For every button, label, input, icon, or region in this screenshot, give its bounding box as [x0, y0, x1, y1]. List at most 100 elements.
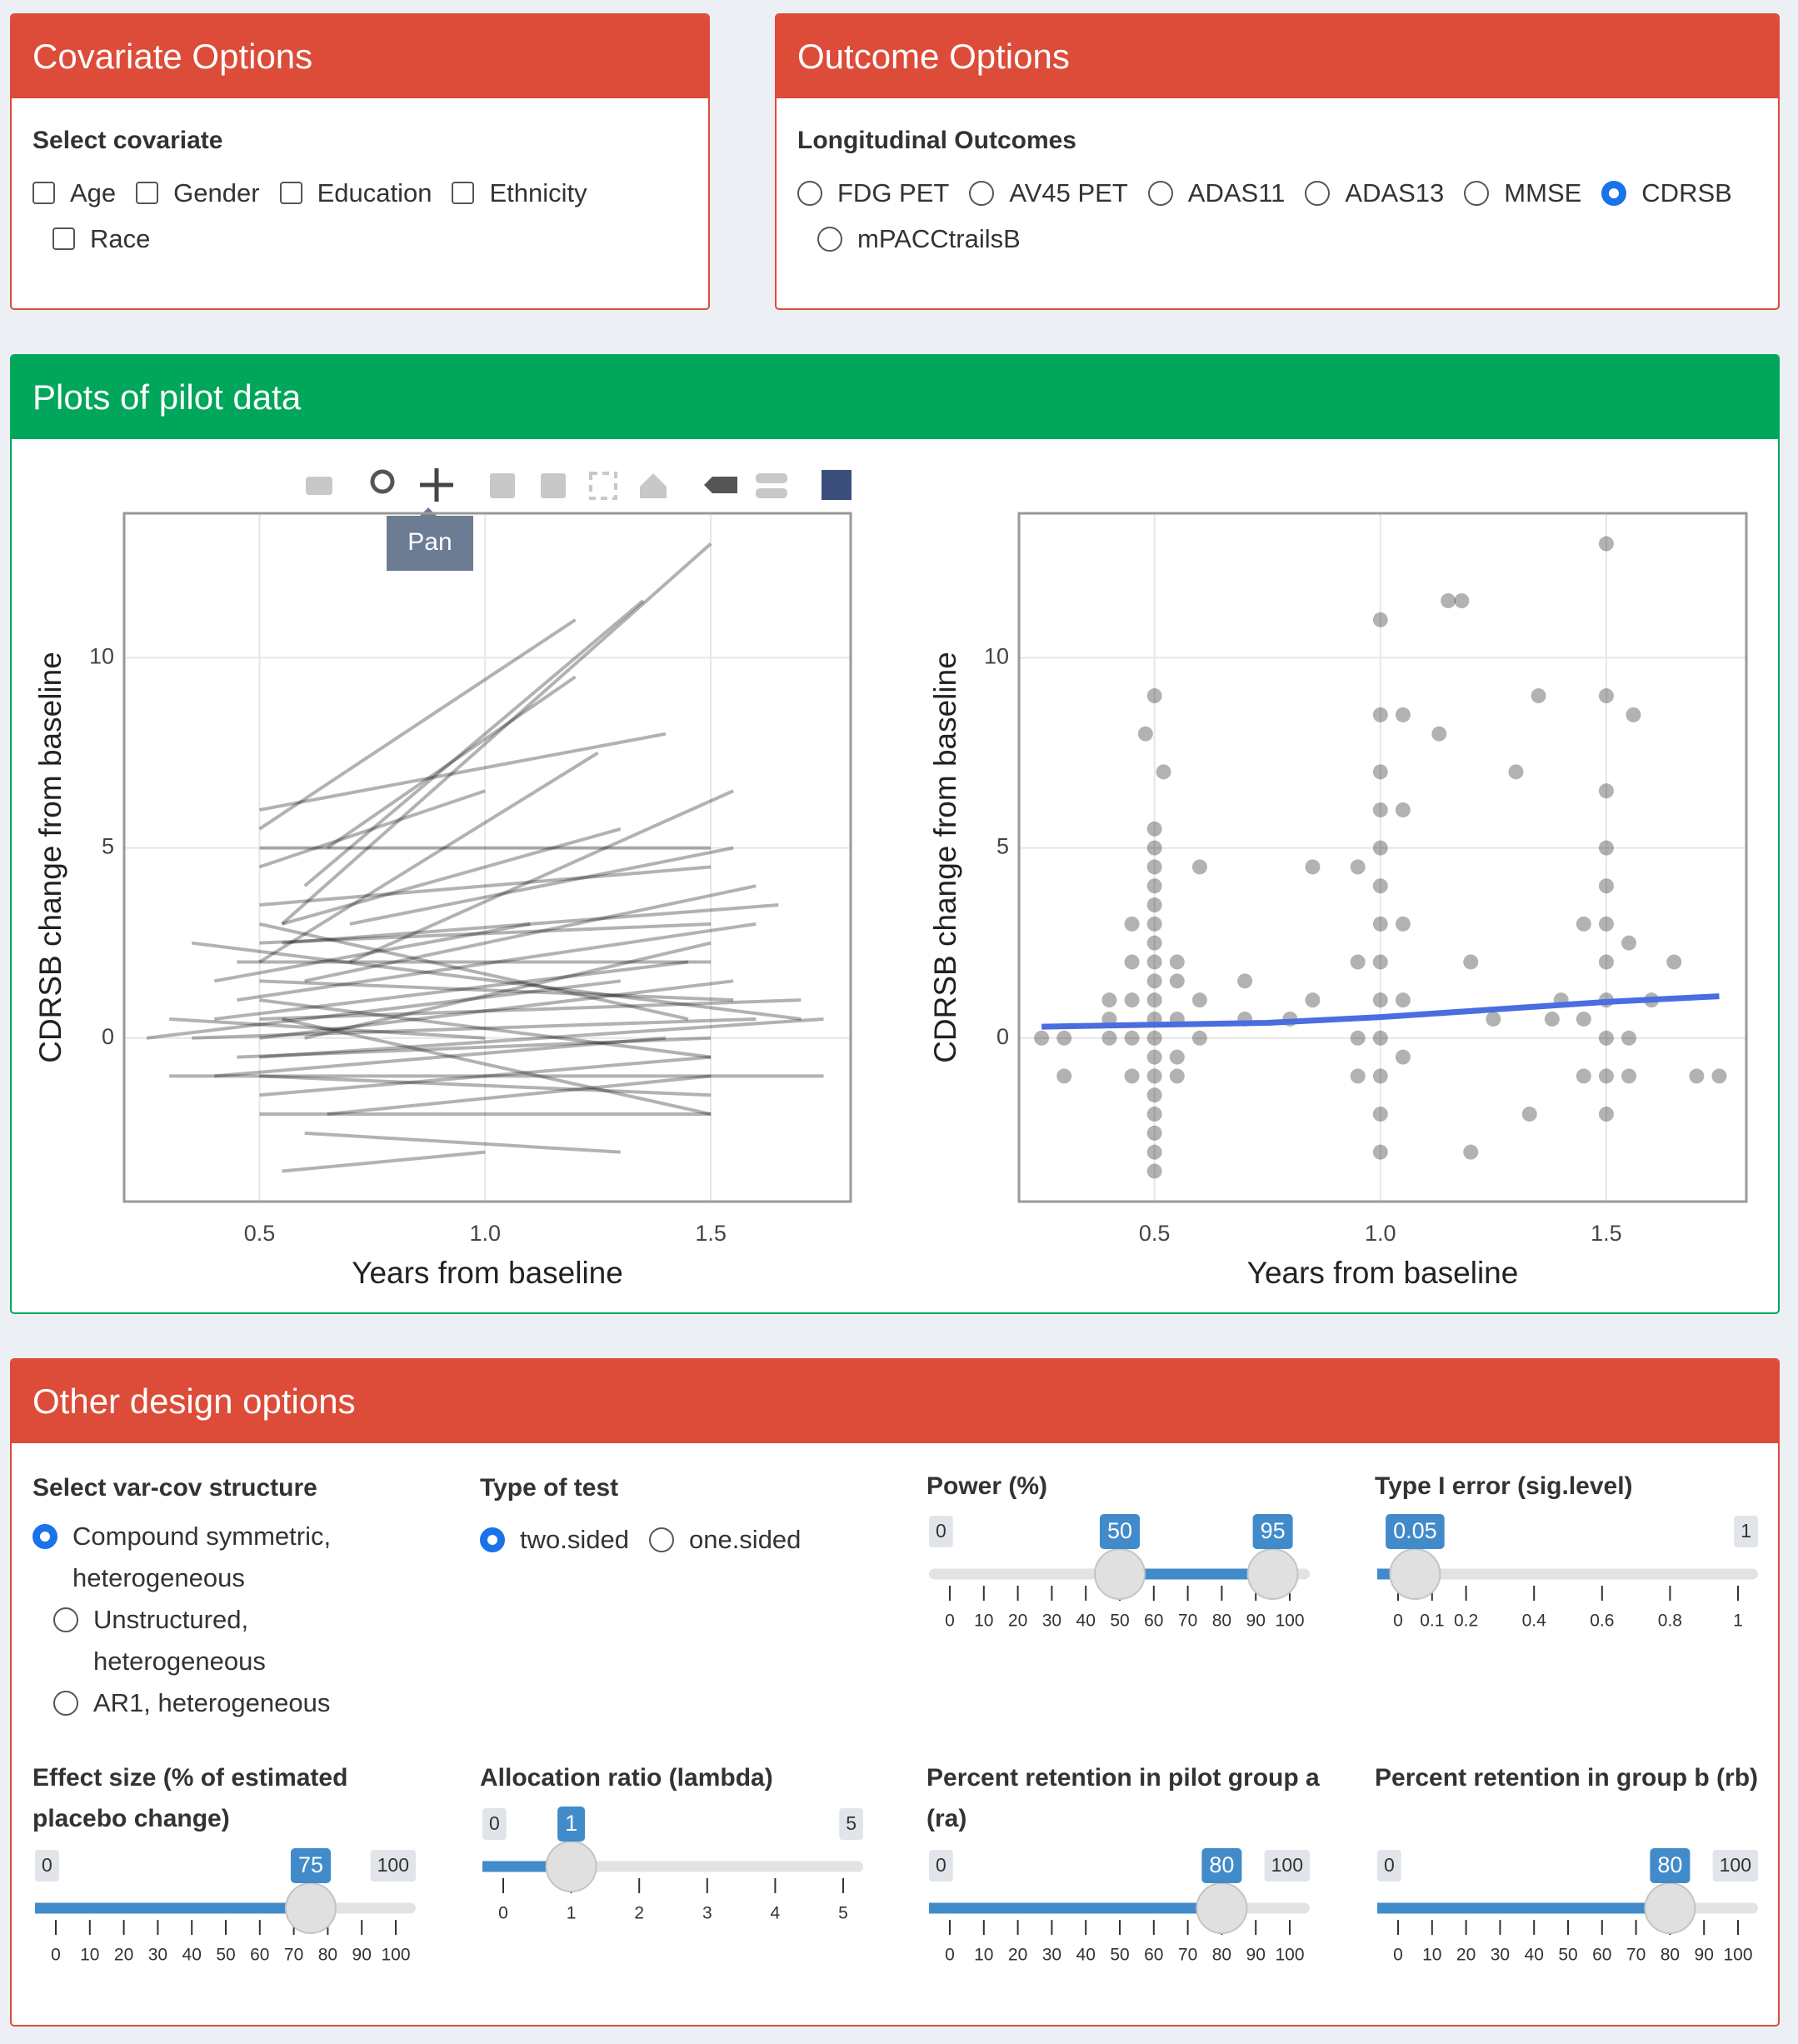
trajectory: [282, 1150, 486, 1173]
radio-button[interactable]: [1464, 180, 1490, 206]
point: [1156, 764, 1171, 780]
slider-handle[interactable]: [1644, 1882, 1696, 1934]
slider-tick-label: 0: [1393, 1946, 1403, 1965]
slider-handle[interactable]: [1196, 1882, 1248, 1934]
plotly-logo[interactable]: [822, 470, 852, 500]
spike-button[interactable]: [704, 477, 737, 493]
radio-button[interactable]: [648, 1527, 674, 1552]
slider-tick-label: 80: [1212, 1946, 1231, 1965]
slider-handle[interactable]: [1094, 1548, 1146, 1600]
slider-limit: 100: [1720, 1854, 1751, 1876]
radio-option[interactable]: two.sided: [480, 1517, 629, 1562]
zoom-in-button[interactable]: [490, 473, 515, 498]
y-tick-label: 10: [984, 644, 1009, 669]
radio-button[interactable]: [969, 180, 995, 206]
slider-tick-label: 60: [1144, 1612, 1163, 1631]
slider-limit: 100: [1271, 1854, 1303, 1876]
radio-button[interactable]: [480, 1527, 505, 1552]
y-tick-label: 5: [102, 834, 114, 859]
radio-button[interactable]: [53, 1607, 78, 1632]
point: [1169, 954, 1185, 970]
radio-option[interactable]: one.sided: [648, 1517, 801, 1562]
checkbox[interactable]: [279, 182, 302, 204]
point: [1169, 1049, 1185, 1065]
radio-option[interactable]: Compound symmetric, heterogeneous: [32, 1516, 399, 1599]
radio-option[interactable]: AR1, heterogeneous: [53, 1682, 399, 1724]
slider-tick-label: 60: [1592, 1946, 1611, 1965]
point: [1305, 992, 1321, 1008]
point: [1576, 1068, 1591, 1084]
slider[interactable]: 0 10 20 30 40 50 60 70 80 90 100 75 0 100: [35, 1848, 416, 1965]
radio-option[interactable]: AV45 PET: [969, 170, 1128, 216]
input-label: Type of test: [480, 1474, 619, 1502]
point: [1350, 954, 1366, 970]
point: [1598, 916, 1614, 932]
checkbox[interactable]: [452, 182, 475, 204]
slider-limit-box: [1712, 1850, 1758, 1882]
radio-button[interactable]: [1601, 180, 1627, 206]
checkbox-option[interactable]: Race: [52, 216, 150, 262]
slider-tick-label: 30: [1042, 1946, 1061, 1965]
slider[interactable]: 0 10 20 30 40 50 60 70 80 90 100 80 0 100: [1377, 1848, 1758, 1965]
compare-button[interactable]: [756, 473, 787, 483]
radio-button[interactable]: [1147, 180, 1173, 206]
radio-button[interactable]: [797, 180, 822, 206]
slider-bar: [35, 1902, 311, 1914]
camera-button[interactable]: [306, 477, 332, 495]
zoom-button[interactable]: [370, 469, 395, 494]
plot-frame: [122, 512, 852, 1203]
point: [1124, 1068, 1140, 1084]
slider-handle[interactable]: [285, 1882, 337, 1934]
trajectory: [259, 1017, 824, 1059]
radio-option[interactable]: Unstructured, heterogeneous: [53, 1599, 399, 1682]
radio-button[interactable]: [53, 1691, 78, 1716]
point: [1124, 1030, 1140, 1046]
trajectory: [326, 675, 577, 850]
slider[interactable]: 0 1 2 3 4 5 1 0 5: [482, 1807, 863, 1923]
checkbox[interactable]: [52, 227, 75, 250]
checkbox[interactable]: [32, 182, 55, 204]
plot-area: [146, 542, 824, 1173]
slider-tick-label: 70: [1626, 1946, 1646, 1965]
slider-limit: 0: [1384, 1854, 1395, 1876]
checkbox-option[interactable]: Education: [279, 170, 432, 216]
x-tick-label: 1.5: [1591, 1221, 1622, 1246]
slider[interactable]: 0 0.1 0.2 0.4 0.6 0.8 1 0.05 1: [1377, 1514, 1758, 1631]
slider[interactable]: 0 10 20 30 40 50 60 70 80 90 100 50 95 0: [929, 1514, 1310, 1631]
pan-button[interactable]: [420, 468, 453, 502]
slider-tick-label: 60: [1144, 1946, 1163, 1965]
radio-option[interactable]: MMSE: [1464, 170, 1581, 216]
point: [1034, 1030, 1050, 1046]
point: [1598, 688, 1614, 704]
reset-button[interactable]: [640, 473, 667, 498]
checkbox-option[interactable]: Ethnicity: [452, 170, 587, 216]
slider-tick-label: 30: [1042, 1612, 1061, 1631]
slider-handle[interactable]: [1389, 1548, 1441, 1600]
radio-option[interactable]: FDG PET: [797, 170, 949, 216]
y-tick-label: 5: [996, 834, 1009, 859]
radio-button[interactable]: [1305, 180, 1331, 206]
radio-option[interactable]: ADAS13: [1305, 170, 1444, 216]
slider[interactable]: 0 10 20 30 40 50 60 70 80 90 100 80 0 100: [929, 1848, 1310, 1965]
trajectory: [192, 1017, 757, 1040]
compare-button[interactable]: [756, 488, 787, 498]
radio-option[interactable]: ADAS11: [1147, 170, 1285, 216]
radio-button[interactable]: [32, 1524, 57, 1549]
trajectory: [304, 1131, 621, 1154]
x-axis-title: Years from baseline: [1247, 1256, 1519, 1290]
radio-option[interactable]: mPACCtrailsB: [817, 216, 1021, 262]
radio-option[interactable]: CDRSB: [1601, 170, 1732, 216]
point: [1441, 592, 1456, 608]
slider-tick-label: 70: [1178, 1612, 1197, 1631]
autoscale-button[interactable]: [589, 472, 617, 500]
checkbox[interactable]: [136, 182, 159, 204]
slider-handle[interactable]: [1246, 1548, 1299, 1600]
zoom-out-button[interactable]: [541, 473, 566, 498]
slider-handle[interactable]: [545, 1841, 597, 1892]
slider-limit-box: [35, 1850, 59, 1882]
checkbox-option[interactable]: Gender: [136, 170, 260, 216]
slider-tick-label: 1: [567, 1904, 577, 1923]
radio-button[interactable]: [817, 226, 842, 252]
checkbox-option[interactable]: Age: [32, 170, 116, 216]
point: [1146, 1068, 1162, 1084]
